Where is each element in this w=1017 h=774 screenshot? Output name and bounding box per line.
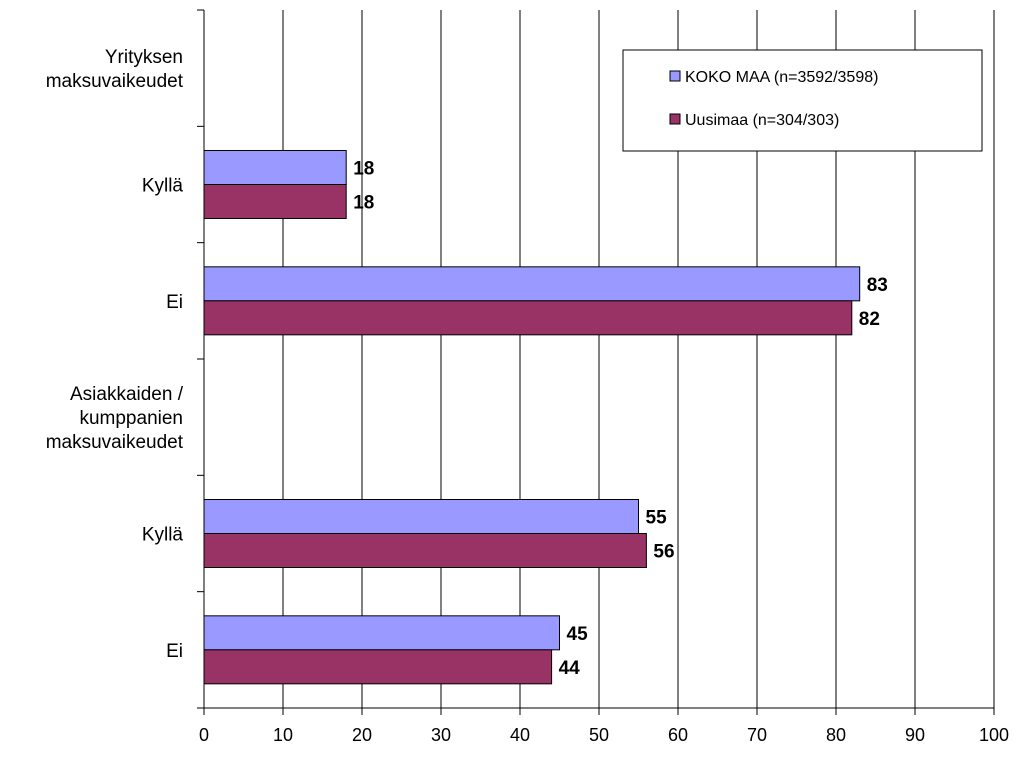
bar-series1-cat2 <box>203 266 861 302</box>
category-label: Asiakkaiden / kumppanien maksuvaikeudet <box>46 384 184 453</box>
x-tick-label-50: 50 <box>589 725 609 745</box>
bar-series2-cat1 <box>203 184 347 219</box>
bar-series1-cat4 <box>203 499 639 534</box>
category-label: Ei <box>166 641 183 662</box>
legend-swatch-series2 <box>669 113 681 125</box>
category-label: Ei <box>166 292 183 313</box>
category-label: Yrityksen maksuvaikeudet <box>46 47 184 92</box>
x-tick-label-40: 40 <box>510 725 530 745</box>
x-tick-label-20: 20 <box>352 725 372 745</box>
data-label-series2-cat4: 56 <box>653 542 674 563</box>
bar-series2-cat5 <box>203 649 553 685</box>
x-tick-label-90: 90 <box>905 725 925 745</box>
legend-label-series1: KOKO MAA (n=3592/3598) <box>685 69 878 86</box>
data-label-series1-cat2: 83 <box>867 275 888 296</box>
data-label-series1-cat4: 55 <box>646 508 668 529</box>
data-label-series2-cat1: 18 <box>353 193 374 214</box>
bar-series1-cat5 <box>203 615 560 651</box>
x-tick-label-80: 80 <box>826 725 846 745</box>
bar-series2-cat4 <box>203 533 647 568</box>
bars <box>203 150 861 685</box>
labels: 0 10 20 30 40 50 60 70 80 90 100 Yrityksen maksuvaik… <box>46 47 1009 745</box>
data-label-series2-cat5: 44 <box>559 658 581 679</box>
legend-label-series2: Uusimaa (n=304/303) <box>685 112 839 129</box>
category-label: Kyllä <box>142 525 184 546</box>
x-tick-label-100: 100 <box>979 725 1009 745</box>
x-tick-label-10: 10 <box>273 725 293 745</box>
legend-swatch-series1 <box>669 70 681 82</box>
category-label: Kyllä <box>142 176 184 197</box>
bar-series2-cat2 <box>203 300 853 336</box>
x-tick-label-70: 70 <box>747 725 767 745</box>
x-tick-label-0: 0 <box>199 725 209 745</box>
data-label-series1-cat5: 45 <box>567 624 589 645</box>
x-tick-label-30: 30 <box>431 725 451 745</box>
data-label-series1-cat1: 18 <box>353 159 374 180</box>
legend-box <box>622 49 983 152</box>
bar-series1-cat1 <box>203 150 347 185</box>
legend: KOKO MAA (n=3592/3598) Uusimaa (n=304/303… <box>622 49 983 152</box>
x-tick-label-60: 60 <box>668 725 688 745</box>
data-label-series2-cat2: 82 <box>859 309 880 330</box>
axes <box>197 9 995 715</box>
